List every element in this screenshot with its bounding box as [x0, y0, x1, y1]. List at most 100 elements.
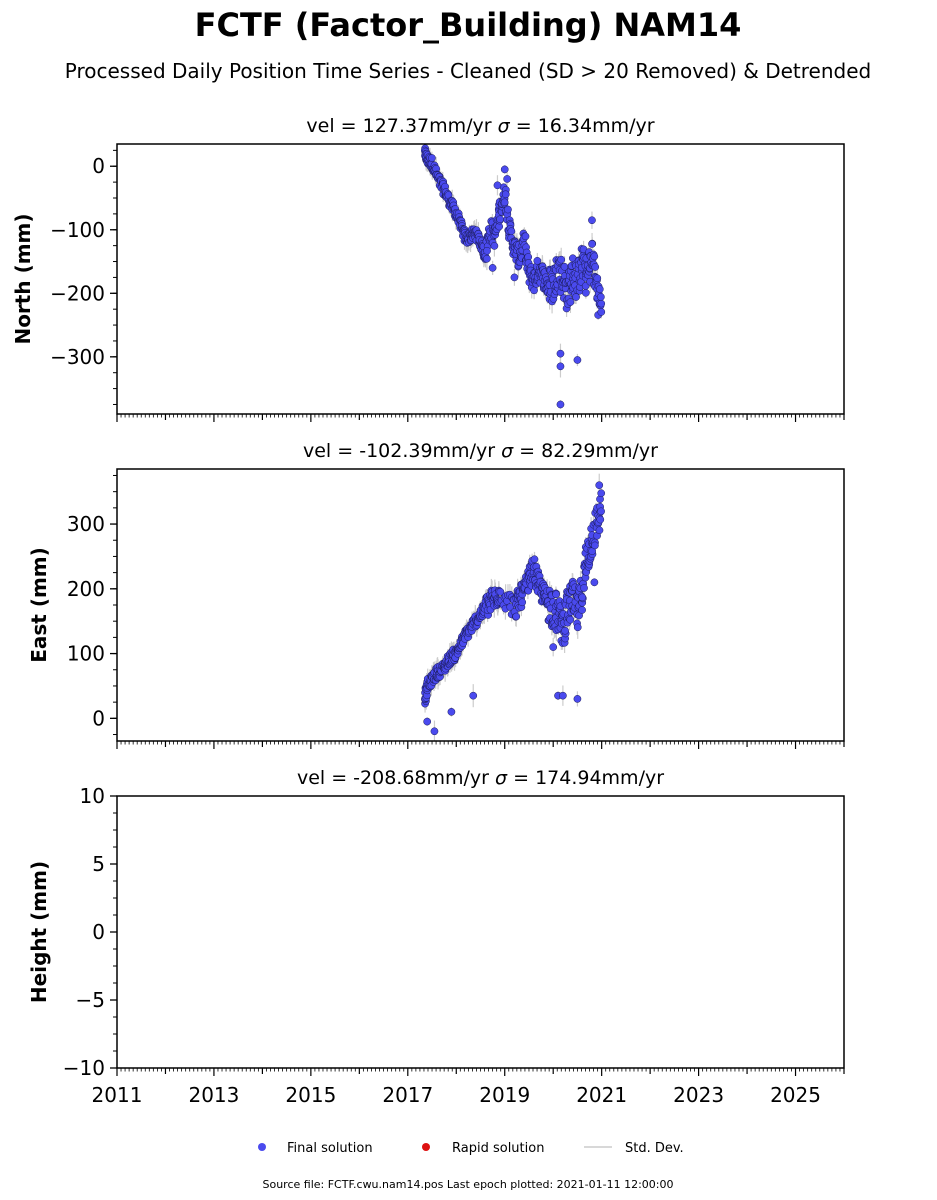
final-solution-point	[423, 717, 432, 726]
y-tick-label: 10	[80, 784, 105, 808]
y-tick-label: −5	[76, 988, 105, 1012]
final-solution-point	[530, 286, 538, 295]
final-solution-point	[573, 356, 582, 364]
panel-title-north: vel = 127.37mm/yr σ = 16.34mm/yr	[306, 115, 654, 137]
panel-frame-north	[116, 143, 845, 415]
final-solution-point	[428, 154, 436, 162]
final-solution-point	[595, 526, 604, 535]
sigma-symbol: σ	[495, 767, 513, 789]
sigma-symbol: σ	[498, 115, 516, 137]
final-solution-point	[530, 555, 539, 564]
panel-sigma-height: = 174.94mm/yr	[513, 767, 664, 789]
final-solution-point	[582, 288, 590, 297]
final-solution-point	[496, 215, 504, 224]
y-tick-label: 0	[92, 154, 105, 178]
final-solution-point	[596, 515, 605, 524]
final-solution-point	[469, 691, 478, 700]
y-tick-label: 100	[67, 642, 105, 666]
figure-subtitle: Processed Daily Position Time Series - C…	[65, 59, 871, 83]
final-solution-point	[591, 541, 599, 550]
final-solution-point	[597, 299, 606, 308]
footer-source: Source file: FCTF.cwu.nam14.pos Last epo…	[263, 1178, 674, 1191]
panels: vel = 127.37mm/yr σ = 16.34mm/yr0−100−20…	[11, 115, 845, 1107]
legend-final-label: Final solution	[287, 1141, 373, 1156]
panel-title-height: vel = -208.68mm/yr σ = 174.94mm/yr	[297, 767, 664, 789]
panel-vel-east: vel = -102.39mm/yr	[303, 440, 501, 462]
x-tick-label: 2011	[92, 1083, 143, 1107]
final-solution-point	[556, 362, 565, 371]
panel-sigma-north: = 16.34mm/yr	[516, 115, 655, 137]
final-solution-point	[503, 175, 512, 183]
final-solution-point	[510, 273, 519, 282]
final-solution-point	[556, 349, 565, 358]
final-solution-point	[597, 489, 606, 498]
final-solution-point	[573, 695, 582, 703]
x-tick-label: 2019	[479, 1083, 530, 1107]
panel-data-east	[421, 473, 606, 741]
final-solution-point	[580, 584, 588, 592]
final-solution-point	[490, 242, 499, 250]
x-tick-label: 2015	[285, 1083, 336, 1107]
panel-north: vel = 127.37mm/yr σ = 16.34mm/yr 0 −100 −20…	[11, 115, 845, 422]
final-solution-point	[500, 198, 509, 207]
final-solution-point	[588, 240, 596, 248]
y-tick-label: 0	[92, 920, 105, 944]
final-solution-point	[430, 727, 439, 736]
final-solution-point	[552, 590, 560, 599]
x-tick-label: 2013	[188, 1083, 239, 1107]
legend-final-marker	[258, 1143, 266, 1151]
final-solution-point	[588, 216, 596, 225]
final-solution-point	[578, 593, 587, 602]
final-solution-point	[447, 708, 456, 716]
final-solution-point	[533, 256, 542, 265]
legend-std-label: Std. Dev.	[625, 1141, 684, 1156]
final-solution-point	[590, 578, 599, 587]
sigma-symbol: σ	[501, 440, 519, 462]
panel-vel-north: vel = 127.37mm/yr	[306, 115, 497, 137]
final-solution-point	[572, 293, 580, 301]
x-tick-label: 2023	[673, 1083, 724, 1107]
final-solution-point	[504, 205, 512, 214]
x-tick-label: 2017	[382, 1083, 433, 1107]
panel-vel-height: vel = -208.68mm/yr	[297, 767, 495, 789]
final-solution-point	[595, 481, 604, 490]
panel-east: vel = -102.39mm/yr σ = 82.29mm/yr 0 100 200…	[27, 440, 845, 749]
y-tick-label: −10	[63, 1056, 105, 1080]
y-tick-label: −100	[50, 218, 105, 242]
figure-title: FCTF (Factor_Building) NAM14	[195, 6, 742, 44]
y-tick-label: 300	[67, 512, 105, 536]
final-solution-point	[597, 293, 605, 301]
final-solution-point	[512, 612, 521, 621]
final-solution-point	[493, 181, 502, 190]
final-solution-point	[518, 598, 527, 607]
y-axis-label-north: North (mm)	[11, 213, 35, 344]
final-solution-point	[566, 298, 575, 306]
final-solution-point	[507, 227, 516, 236]
final-solution-point	[557, 255, 566, 264]
x-tick-label: 2021	[576, 1083, 627, 1107]
y-tick-label: 0	[92, 706, 105, 730]
final-solution-point	[573, 623, 582, 632]
y-tick-label: −200	[50, 281, 105, 305]
panel-height: vel = -208.68mm/yr σ = 174.94mm/yr 10 5 0 −5…	[27, 767, 845, 1107]
panel-title-east: vel = -102.39mm/yr σ = 82.29mm/yr	[303, 440, 658, 462]
final-solution-point	[496, 587, 505, 596]
final-solution-point	[597, 308, 606, 316]
final-solution-point	[521, 232, 530, 241]
final-solution-point	[593, 274, 602, 283]
final-solution-point	[500, 165, 509, 174]
y-tick-label: 200	[67, 577, 105, 601]
y-tick-label: −300	[50, 345, 105, 369]
panel-sigma-east: = 82.29mm/yr	[519, 440, 658, 462]
x-tick-label: 2025	[770, 1083, 821, 1107]
final-solution-point	[556, 400, 565, 409]
final-solution-point	[591, 263, 600, 271]
final-solution-point	[488, 264, 497, 272]
final-solution-point	[590, 252, 599, 261]
final-solution-point	[578, 606, 586, 614]
final-solution-point	[483, 254, 491, 263]
final-solution-point	[549, 643, 558, 651]
y-axis-label-height: Height (mm)	[27, 861, 51, 1003]
legend-rapid-marker	[422, 1143, 430, 1151]
